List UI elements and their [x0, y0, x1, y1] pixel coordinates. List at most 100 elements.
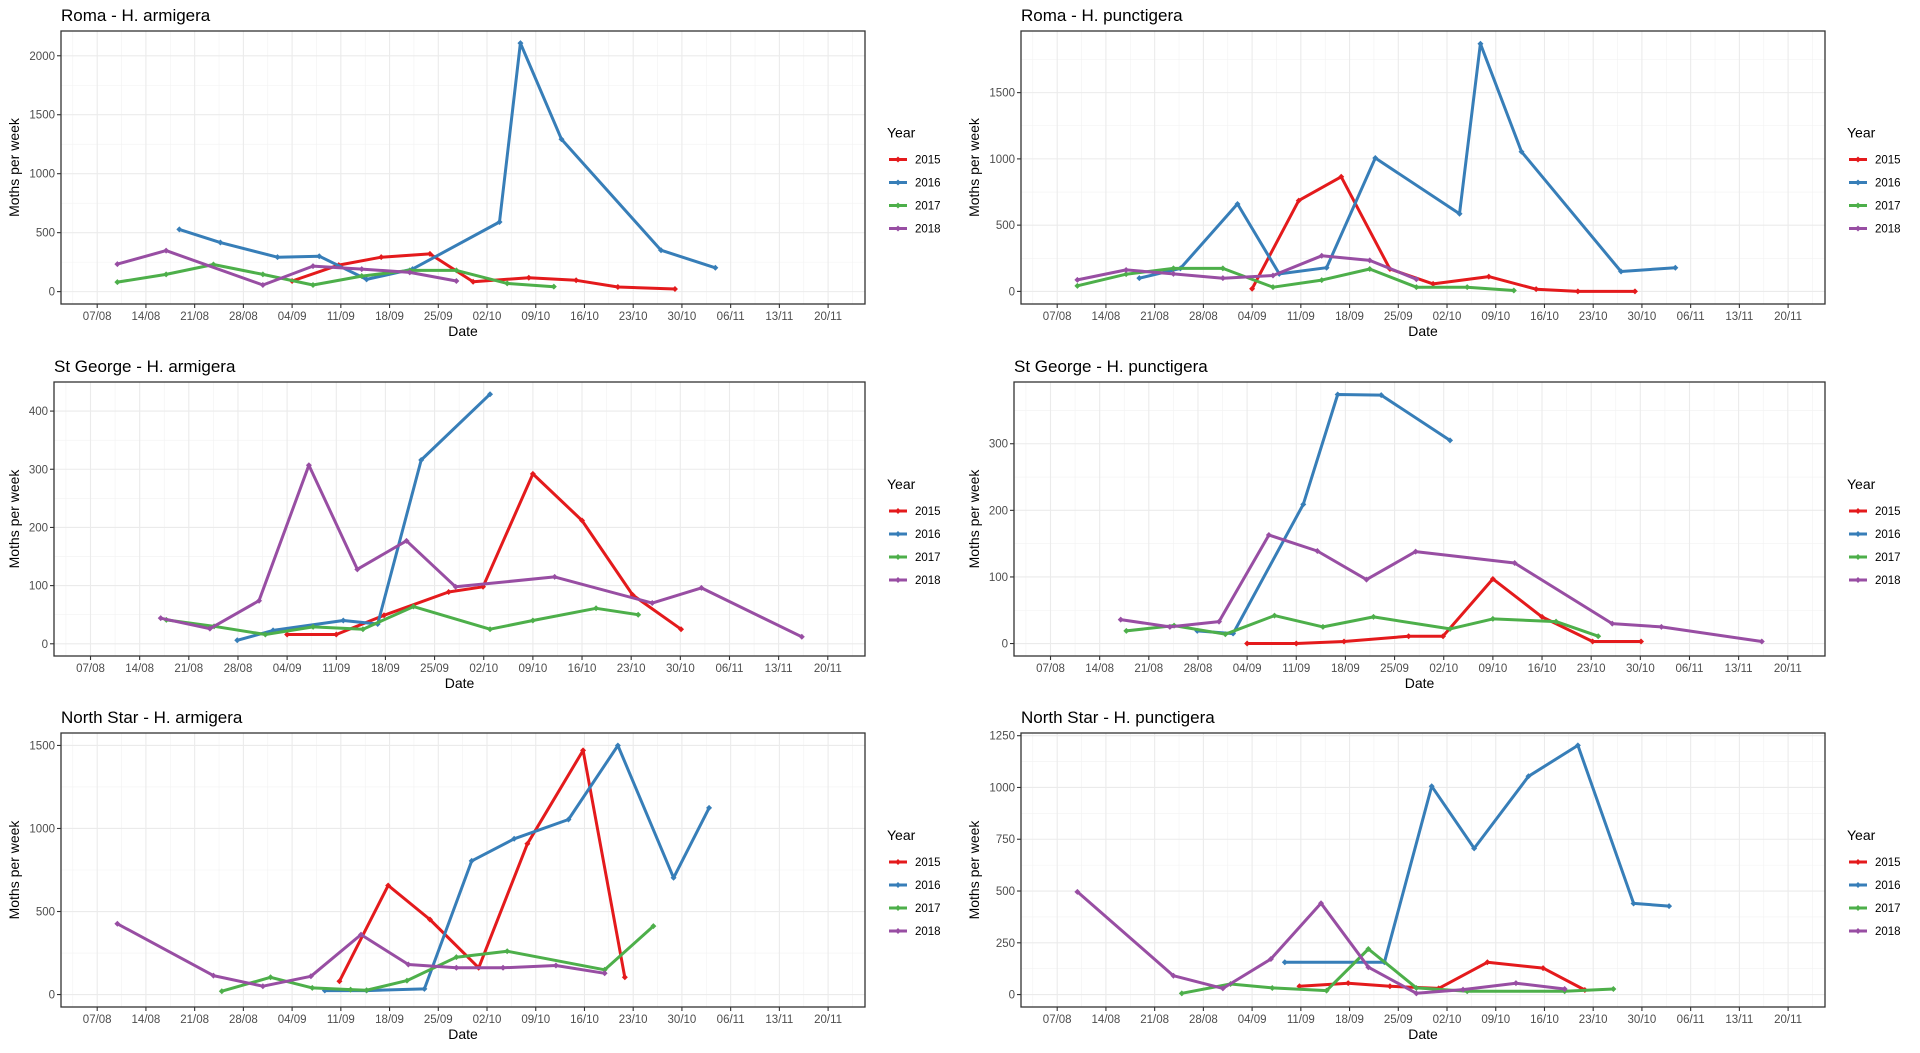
- grid: [1021, 31, 1825, 304]
- data-point: [601, 970, 608, 977]
- data-point: [1561, 985, 1568, 992]
- data-point: [1413, 276, 1420, 283]
- data-point: [1318, 277, 1325, 284]
- chart-panel-3: St George - H. armigera 07/08 14/08 21/08 28…: [6, 357, 941, 691]
- series-line-2016: [1284, 743, 1670, 964]
- legend-label: 2016: [915, 529, 941, 541]
- x-axis-title: Date: [445, 675, 475, 691]
- data-point: [163, 271, 170, 278]
- data-point: [1271, 612, 1278, 619]
- series-line-2015: [1250, 175, 1635, 293]
- series-2018: [157, 462, 805, 640]
- legend-label: 2018: [1875, 575, 1901, 587]
- legend-item-2016: 2016: [1849, 529, 1901, 541]
- y-axis-title: Moths per week: [966, 820, 982, 920]
- chart-title: North Star - H. armigera: [61, 708, 243, 727]
- legend-item-2017: 2017: [1849, 201, 1901, 213]
- x-tick-label: 09/10: [1478, 663, 1507, 675]
- data-point: [452, 583, 459, 590]
- y-tick-label: 0: [1009, 286, 1015, 298]
- data-point: [206, 625, 213, 632]
- legend-item-2017: 2017: [1849, 552, 1901, 564]
- x-tick-label: 09/10: [1481, 311, 1510, 323]
- x-tick-label: 25/09: [420, 663, 449, 675]
- x-tick-label: 06/11: [717, 311, 745, 323]
- data-point: [487, 626, 494, 633]
- y-axis-title: Moths per week: [966, 469, 982, 569]
- data-point: [309, 984, 316, 991]
- data-point: [1300, 501, 1307, 508]
- series-2017: [163, 603, 642, 638]
- data-point: [333, 631, 340, 638]
- x-tick-label: 21/08: [180, 1014, 209, 1026]
- data-point: [579, 517, 586, 524]
- legend-label: 2018: [915, 926, 941, 938]
- x-tick-label: 28/08: [1189, 1014, 1218, 1026]
- data-point: [1074, 276, 1081, 283]
- legend: Year 2015 2016 2017 2018: [1847, 125, 1901, 236]
- data-point: [1428, 783, 1435, 790]
- x-tick-label: 07/08: [83, 311, 112, 323]
- data-point: [524, 840, 531, 847]
- data-point: [309, 282, 316, 289]
- data-point: [500, 964, 507, 971]
- legend-key-point: [895, 928, 901, 934]
- data-point: [1234, 200, 1241, 207]
- data-point: [1539, 613, 1546, 620]
- x-tick-label: 25/09: [424, 311, 453, 323]
- data-point: [410, 603, 417, 610]
- legend-item-2017: 2017: [889, 201, 941, 213]
- data-point: [1136, 275, 1143, 282]
- legend-title: Year: [1847, 125, 1876, 141]
- data-point: [1267, 955, 1274, 962]
- legend-key-point: [895, 577, 901, 583]
- data-point: [1378, 392, 1385, 399]
- x-tick-label: 23/10: [1577, 663, 1606, 675]
- data-point: [1440, 633, 1447, 640]
- series-line-2018: [1120, 533, 1763, 643]
- data-point: [157, 615, 164, 622]
- x-tick-label: 09/10: [518, 663, 547, 675]
- legend-key-point: [895, 554, 901, 560]
- series-line-2018: [1077, 254, 1417, 282]
- legend-title: Year: [887, 827, 916, 843]
- data-point: [363, 276, 370, 283]
- y-tick-label: 250: [996, 938, 1015, 950]
- legend-item-2015: 2015: [889, 506, 941, 518]
- data-point: [1319, 623, 1326, 630]
- chart-title: Roma - H. armigera: [61, 6, 211, 25]
- data-point: [552, 962, 559, 969]
- data-point: [1631, 288, 1638, 295]
- data-point: [1281, 959, 1288, 966]
- panel-border: [1013, 381, 1826, 657]
- legend-label: 2016: [1875, 178, 1901, 190]
- legend-label: 2015: [1875, 506, 1901, 518]
- data-point: [621, 974, 628, 981]
- data-point: [698, 584, 705, 591]
- y-tick-label: 300: [989, 439, 1008, 451]
- x-tick-label: 25/09: [1384, 1014, 1413, 1026]
- data-point: [217, 239, 224, 246]
- data-point: [558, 136, 565, 143]
- data-point: [1345, 980, 1352, 987]
- data-point: [316, 253, 323, 260]
- y-tick-label: 1500: [29, 740, 55, 752]
- x-tick-label: 04/09: [278, 1014, 307, 1026]
- x-tick-label: 09/10: [521, 1014, 550, 1026]
- legend-label: 2017: [915, 201, 941, 213]
- y-tick-label: 100: [29, 581, 48, 593]
- data-point: [1123, 627, 1130, 634]
- series-line-2018: [160, 463, 803, 639]
- panel-border: [53, 381, 866, 657]
- data-point: [403, 977, 410, 984]
- series-2017: [218, 923, 657, 995]
- legend-label: 2016: [1875, 880, 1901, 892]
- x-tick-label: 20/11: [814, 1014, 842, 1026]
- data-point: [671, 286, 678, 293]
- panel-border: [1020, 30, 1826, 305]
- data-point: [601, 966, 608, 973]
- chart-title: St George - H. armigera: [54, 357, 236, 376]
- data-point: [418, 456, 425, 463]
- data-point: [487, 391, 494, 398]
- series-2018: [114, 920, 608, 990]
